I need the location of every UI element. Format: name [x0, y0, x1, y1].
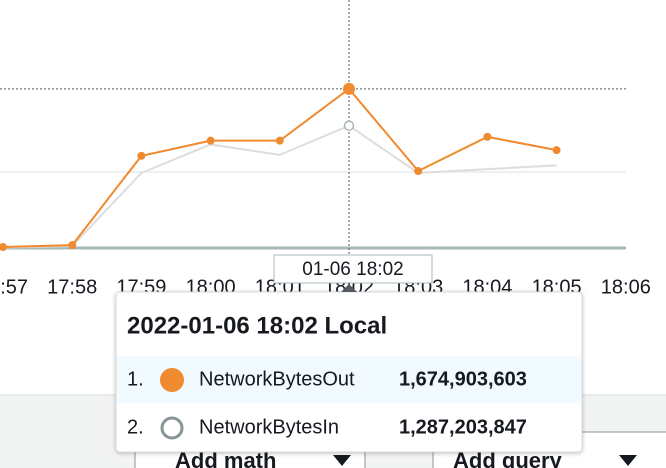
- tooltip: 01-06 18:02 2022-01-06 18:02 Local 1. Netwo…: [115, 254, 583, 453]
- x-tick-label: 17:58: [47, 276, 97, 298]
- plot: 17:5717:5817:5918:0018:0118:0218:0318:04…: [0, 0, 651, 298]
- series-name: NetworkBytesOut: [199, 368, 355, 390]
- row-index: 2.: [127, 416, 144, 438]
- point: [68, 241, 77, 250]
- button-label: Add math: [175, 448, 276, 468]
- x-tick-label: 17:57: [0, 276, 28, 298]
- series-value: 1,674,903,603: [399, 368, 527, 390]
- point: [483, 132, 492, 141]
- x-tick-label: 18:06: [601, 276, 651, 298]
- series-line: [2, 124, 557, 249]
- point: [552, 146, 561, 155]
- dropdown-arrow: [333, 455, 351, 466]
- tooltip-title: 2022-01-06 18:02 Local: [127, 312, 387, 339]
- dropdown-arrow: [619, 455, 637, 466]
- legend-dot: [160, 368, 184, 392]
- point: [275, 136, 284, 145]
- point: [137, 151, 146, 160]
- point: [0, 243, 7, 252]
- series-value: 1,287,203,847: [399, 416, 527, 438]
- point: [414, 167, 423, 176]
- tooltip-pointer: [341, 284, 357, 292]
- date-box: [273, 254, 433, 284]
- row-highlight: [117, 356, 581, 403]
- row-index: 1.: [127, 368, 144, 390]
- hover-date: 01-06 18:02: [302, 259, 403, 280]
- series-name: NetworkBytesIn: [199, 416, 339, 438]
- legend-ring: [160, 416, 184, 440]
- hover-point: [343, 120, 355, 131]
- series-line: [2, 87, 557, 249]
- hover-point: [343, 82, 355, 95]
- point: [206, 136, 215, 145]
- button-label: Add query: [453, 448, 563, 468]
